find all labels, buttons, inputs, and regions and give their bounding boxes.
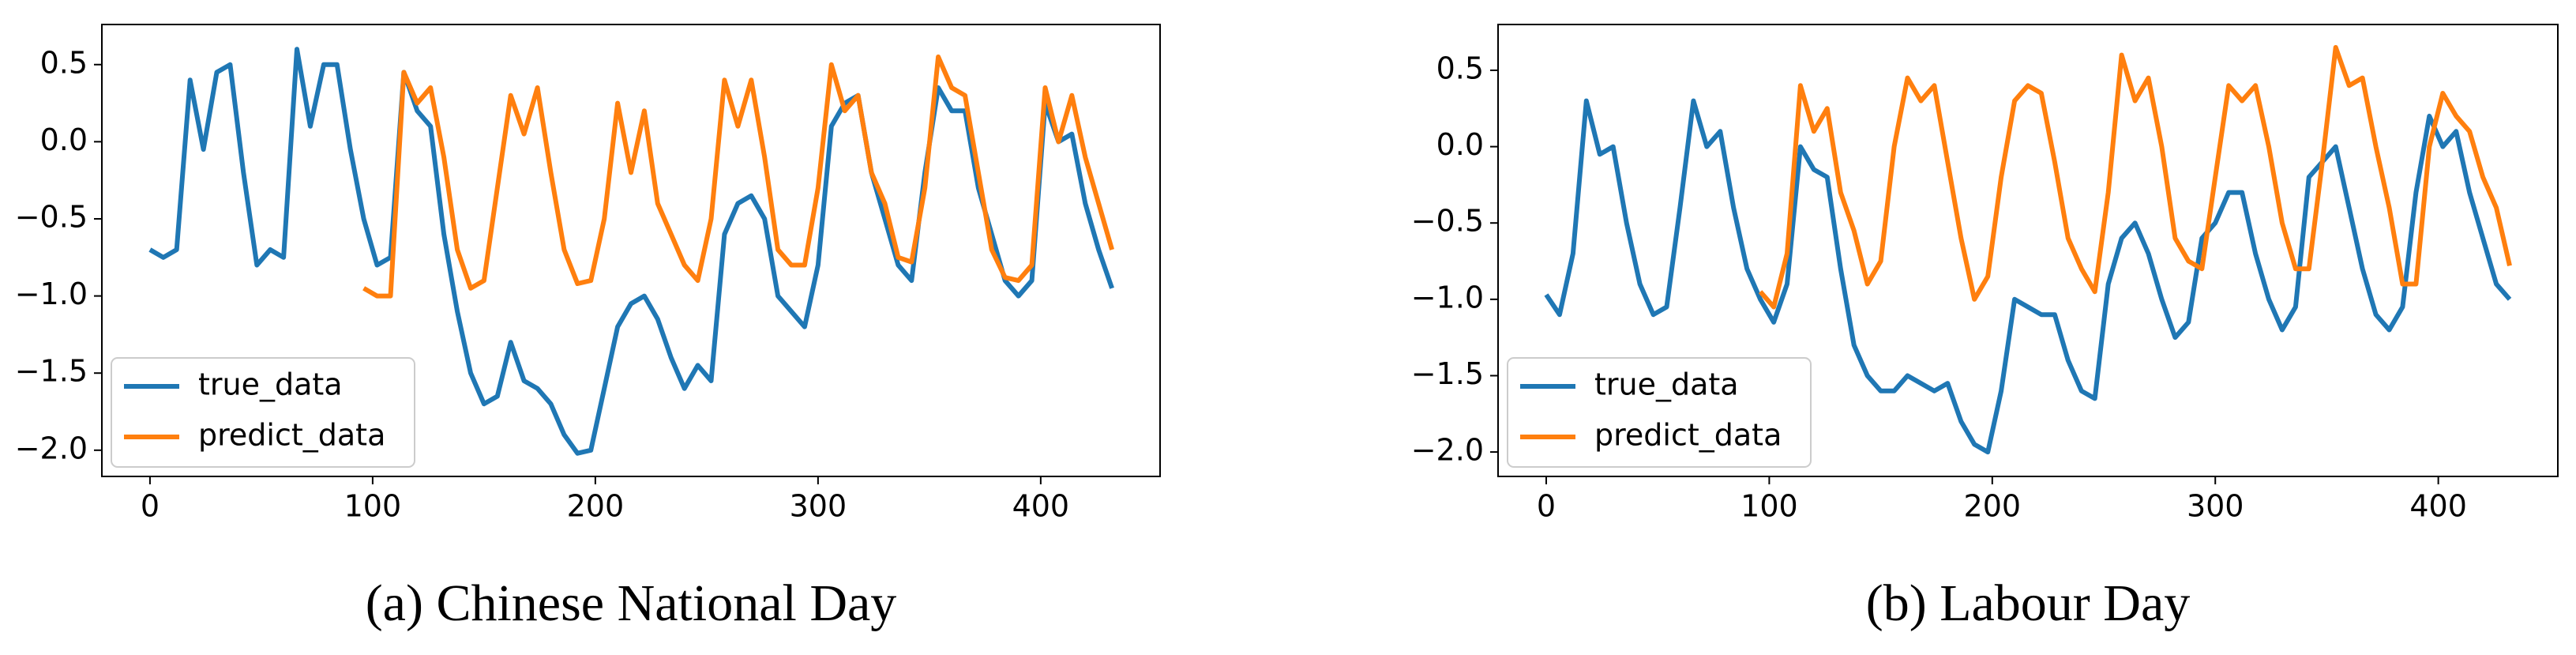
data-line — [362, 55, 1114, 299]
caption: (a) Chinese National Day — [366, 574, 897, 632]
x-tick-label: 100 — [344, 489, 402, 524]
y-tick-label: 0.5 — [1436, 51, 1484, 85]
plot-frame — [101, 24, 1161, 477]
legend-box — [1507, 357, 1812, 468]
y-tick-label: −0.5 — [15, 199, 88, 234]
x-tick-label: 0 — [141, 489, 160, 524]
legend-box — [111, 357, 415, 468]
y-tick-label: 0.0 — [1436, 127, 1484, 162]
x-tick-label: 300 — [2187, 489, 2244, 524]
y-tick-label: −1.5 — [1411, 356, 1484, 391]
y-tick-label: −1.0 — [1411, 280, 1484, 314]
legend: true_data predict_data — [111, 357, 415, 468]
legend: true_data predict_data — [1507, 357, 1812, 468]
x-tick-label: 200 — [567, 489, 625, 524]
x-tick-label: 0 — [1537, 489, 1556, 524]
x-tick-label: 200 — [1964, 489, 2022, 524]
y-tick-label: −2.0 — [1411, 433, 1484, 468]
y-tick-label: −2.0 — [15, 431, 88, 465]
x-tick-label: 400 — [1012, 489, 1070, 524]
y-tick-label: −1.0 — [15, 277, 88, 311]
legend-label: predict_data — [198, 418, 385, 453]
y-tick-label: 0.5 — [40, 45, 88, 80]
caption: (b) Labour Day — [1866, 574, 2191, 632]
x-tick-label: 300 — [790, 489, 847, 524]
y-tick-label: 0.0 — [40, 122, 88, 157]
x-tick-label: 100 — [1740, 489, 1798, 524]
chart: 0.5 0.0 −0.5 −1.0 −1.5 −2.0 0 100 200 300 400 true_… — [1411, 24, 2559, 632]
legend-label: predict_data — [1594, 418, 1782, 453]
y-tick-label: −0.5 — [1411, 204, 1484, 239]
legend-label: true_data — [1594, 367, 1739, 402]
y-tick-label: −1.5 — [15, 354, 88, 389]
data-line — [148, 47, 1114, 456]
legend-label: true_data — [198, 367, 343, 402]
data-line — [1758, 45, 2512, 310]
x-tick-label: 400 — [2409, 489, 2467, 524]
plot-frame — [1497, 24, 2559, 477]
chart: 0.5 0.0 −0.5 −1.0 −1.5 −2.0 0 100 200 300 400 true_… — [15, 24, 1161, 632]
data-line — [1544, 98, 2512, 455]
